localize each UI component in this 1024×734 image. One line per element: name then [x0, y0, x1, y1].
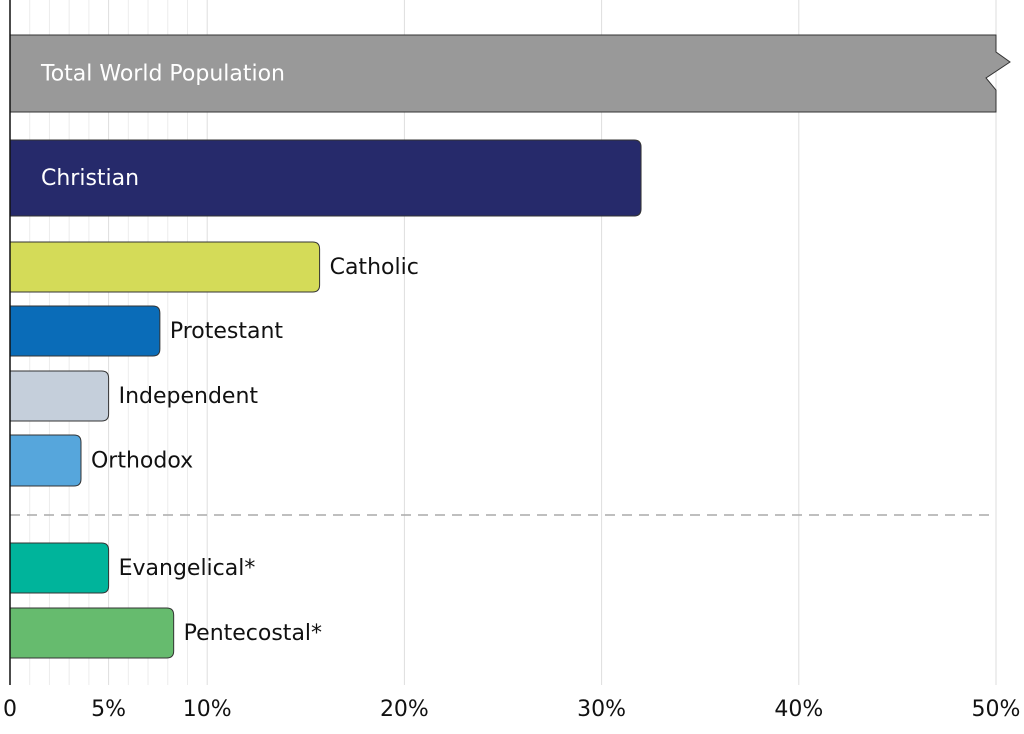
bar-label: Total World Population [40, 62, 285, 87]
bar-label: Christian [41, 166, 139, 191]
x-tick-label: 0 [3, 697, 17, 722]
bar [9, 607, 175, 659]
bar-label: Protestant [170, 319, 284, 344]
bars [9, 35, 1010, 659]
bar [10, 35, 1010, 112]
x-tick-label: 10% [183, 697, 232, 722]
bar-label: Evangelical* [119, 556, 256, 581]
bar-break-outline [10, 34, 1011, 113]
bar [9, 139, 642, 217]
bar-label: Catholic [330, 255, 419, 280]
x-tick-label: 5% [91, 697, 126, 722]
bar [9, 370, 110, 422]
x-tick-label: 30% [577, 697, 626, 722]
bar [9, 434, 82, 487]
bar [9, 305, 161, 357]
x-tick-label: 40% [774, 697, 823, 722]
bar-label: Orthodox [91, 449, 193, 474]
bar-label: Pentecostal* [184, 621, 322, 646]
x-tick-label: 20% [380, 697, 429, 722]
bar [9, 542, 110, 594]
bar [9, 241, 321, 293]
x-tick-label: 50% [972, 697, 1021, 722]
bar-label: Independent [119, 384, 259, 409]
